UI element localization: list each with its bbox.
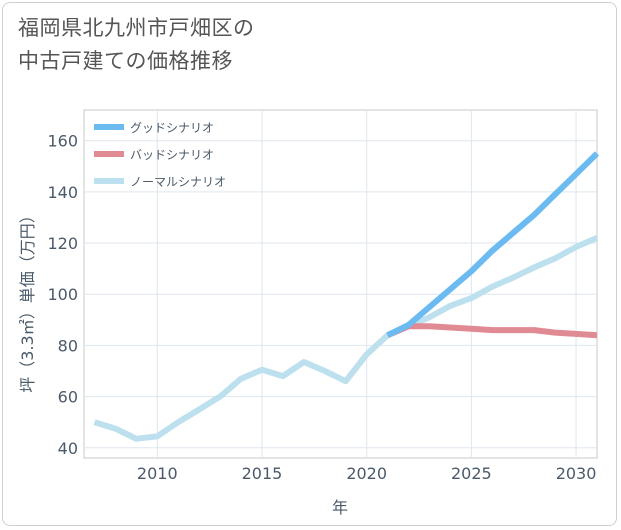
plot-area <box>83 109 598 459</box>
y-tick-label: 80 <box>58 336 78 355</box>
series-line-0 <box>386 151 600 338</box>
series-line-1 <box>386 323 598 339</box>
y-tick-label: 160 <box>47 132 78 151</box>
y-tick-label: 140 <box>47 183 78 202</box>
x-tick-label: 2010 <box>137 464 178 483</box>
y-tick-label: 40 <box>58 439 78 458</box>
tick-labels: 40 60 80 100 120 140 160 2010 2015 2020 2025 2030 <box>47 132 596 483</box>
chart-title: 福岡県北九州市戸畑区の 中古戸建ての価格推移 <box>18 12 578 78</box>
x-tick-label: 2020 <box>346 464 387 483</box>
legend-label-0: グッドシナリオ <box>130 121 214 135</box>
series-layer <box>93 151 600 442</box>
x-tick-label: 2025 <box>451 464 492 483</box>
grid-lines <box>84 110 597 458</box>
title-line-1: 福岡県北九州市戸畑区の <box>18 16 255 40</box>
y-tick-label: 120 <box>47 234 78 253</box>
x-tick-label: 2030 <box>556 464 597 483</box>
y-tick-label: 60 <box>58 388 78 407</box>
legend-label-1: バッドシナリオ <box>130 148 214 162</box>
legend-label-2: ノーマルシナリオ <box>130 175 226 189</box>
x-axis-label: 年 <box>332 498 348 517</box>
series-line-2 <box>93 235 599 442</box>
y-tick-label: 100 <box>47 285 78 304</box>
y-axis-label: 坪（3.3㎡）単価（万円） <box>18 207 37 392</box>
title-line-2: 中古戸建ての価格推移 <box>18 49 233 73</box>
x-tick-label: 2015 <box>242 464 283 483</box>
